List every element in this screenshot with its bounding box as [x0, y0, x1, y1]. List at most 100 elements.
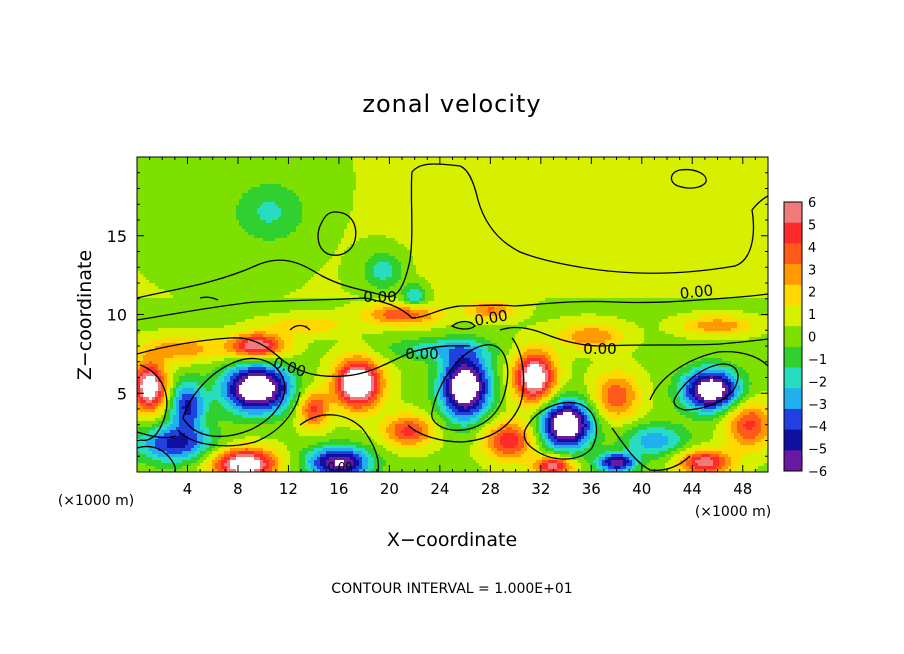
field-cell	[734, 172, 737, 175]
field-cell	[248, 199, 251, 202]
field-cell	[677, 163, 680, 166]
field-cell	[401, 202, 404, 205]
field-cell	[236, 166, 239, 169]
field-cell	[191, 181, 194, 184]
field-cell	[353, 181, 356, 184]
field-cell	[365, 220, 368, 223]
field-cell	[497, 214, 500, 217]
field-cell	[155, 181, 158, 184]
field-cell	[728, 169, 731, 172]
field-cell	[401, 187, 404, 190]
field-cell	[656, 163, 659, 166]
field-cell	[392, 163, 395, 166]
field-cell	[383, 211, 386, 214]
field-cell	[404, 190, 407, 193]
field-cell	[542, 184, 545, 187]
field-cell	[626, 193, 629, 196]
field-cell	[572, 202, 575, 205]
field-cell	[443, 196, 446, 199]
field-cell	[275, 166, 278, 169]
field-cell	[596, 193, 599, 196]
field-cell	[650, 202, 653, 205]
field-cell	[326, 166, 329, 169]
field-cell	[716, 220, 719, 223]
field-cell	[542, 220, 545, 223]
field-cell	[299, 169, 302, 172]
field-cell	[755, 166, 758, 169]
field-cell	[524, 217, 527, 220]
field-cell	[440, 166, 443, 169]
field-cell	[527, 226, 530, 229]
field-cell	[158, 160, 161, 163]
field-cell	[551, 166, 554, 169]
field-cell	[401, 175, 404, 178]
field-cell	[269, 169, 272, 172]
field-cell	[644, 205, 647, 208]
field-cell	[146, 160, 149, 163]
field-cell	[407, 169, 410, 172]
field-cell	[221, 220, 224, 223]
field-cell	[248, 190, 251, 193]
field-cell	[425, 178, 428, 181]
field-cell	[485, 226, 488, 229]
field-cell	[266, 196, 269, 199]
field-cell	[530, 169, 533, 172]
field-cell	[695, 196, 698, 199]
field-cell	[212, 211, 215, 214]
field-cell	[278, 199, 281, 202]
field-cell	[632, 178, 635, 181]
field-cell	[470, 205, 473, 208]
field-cell	[149, 187, 152, 190]
field-cell	[152, 214, 155, 217]
field-cell	[479, 178, 482, 181]
field-cell	[215, 199, 218, 202]
field-cell	[605, 199, 608, 202]
field-cell	[167, 190, 170, 193]
field-cell	[647, 184, 650, 187]
field-cell	[458, 190, 461, 193]
field-cell	[146, 205, 149, 208]
field-cell	[191, 208, 194, 211]
field-cell	[566, 175, 569, 178]
field-cell	[179, 166, 182, 169]
field-cell	[563, 181, 566, 184]
field-cell	[518, 187, 521, 190]
field-cell	[485, 202, 488, 205]
field-cell	[689, 190, 692, 193]
field-cell	[266, 217, 269, 220]
field-cell	[419, 187, 422, 190]
field-cell	[752, 175, 755, 178]
field-cell	[737, 220, 740, 223]
field-cell	[470, 160, 473, 163]
field-cell	[326, 217, 329, 220]
field-cell	[194, 202, 197, 205]
field-cell	[236, 208, 239, 211]
field-cell	[710, 166, 713, 169]
field-cell	[317, 199, 320, 202]
field-cell	[545, 226, 548, 229]
field-cell	[500, 208, 503, 211]
field-cell	[428, 217, 431, 220]
field-cell	[395, 199, 398, 202]
field-cell	[224, 223, 227, 226]
field-cell	[377, 196, 380, 199]
field-cell	[344, 166, 347, 169]
field-cell	[452, 187, 455, 190]
field-cell	[302, 214, 305, 217]
field-cell	[191, 178, 194, 181]
field-cell	[371, 172, 374, 175]
field-cell	[287, 172, 290, 175]
field-cell	[443, 193, 446, 196]
field-cell	[287, 181, 290, 184]
field-cell	[545, 193, 548, 196]
field-cell	[548, 214, 551, 217]
field-cell	[719, 187, 722, 190]
field-cell	[719, 202, 722, 205]
field-cell	[539, 193, 542, 196]
field-cell	[719, 220, 722, 223]
field-cell	[767, 202, 770, 205]
field-cell	[488, 211, 491, 214]
field-cell	[341, 214, 344, 217]
field-cell	[389, 211, 392, 214]
field-cell	[386, 205, 389, 208]
